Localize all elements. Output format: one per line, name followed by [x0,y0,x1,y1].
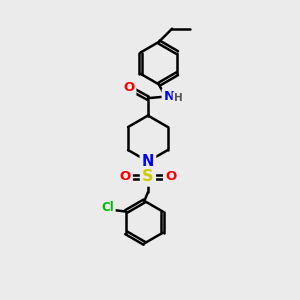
Text: S: S [142,169,154,184]
Text: O: O [165,170,176,183]
Text: Cl: Cl [101,201,114,214]
Text: O: O [120,170,131,183]
Text: O: O [123,81,134,94]
Text: N: N [164,90,175,103]
Text: H: H [174,93,183,103]
Text: N: N [142,154,154,169]
